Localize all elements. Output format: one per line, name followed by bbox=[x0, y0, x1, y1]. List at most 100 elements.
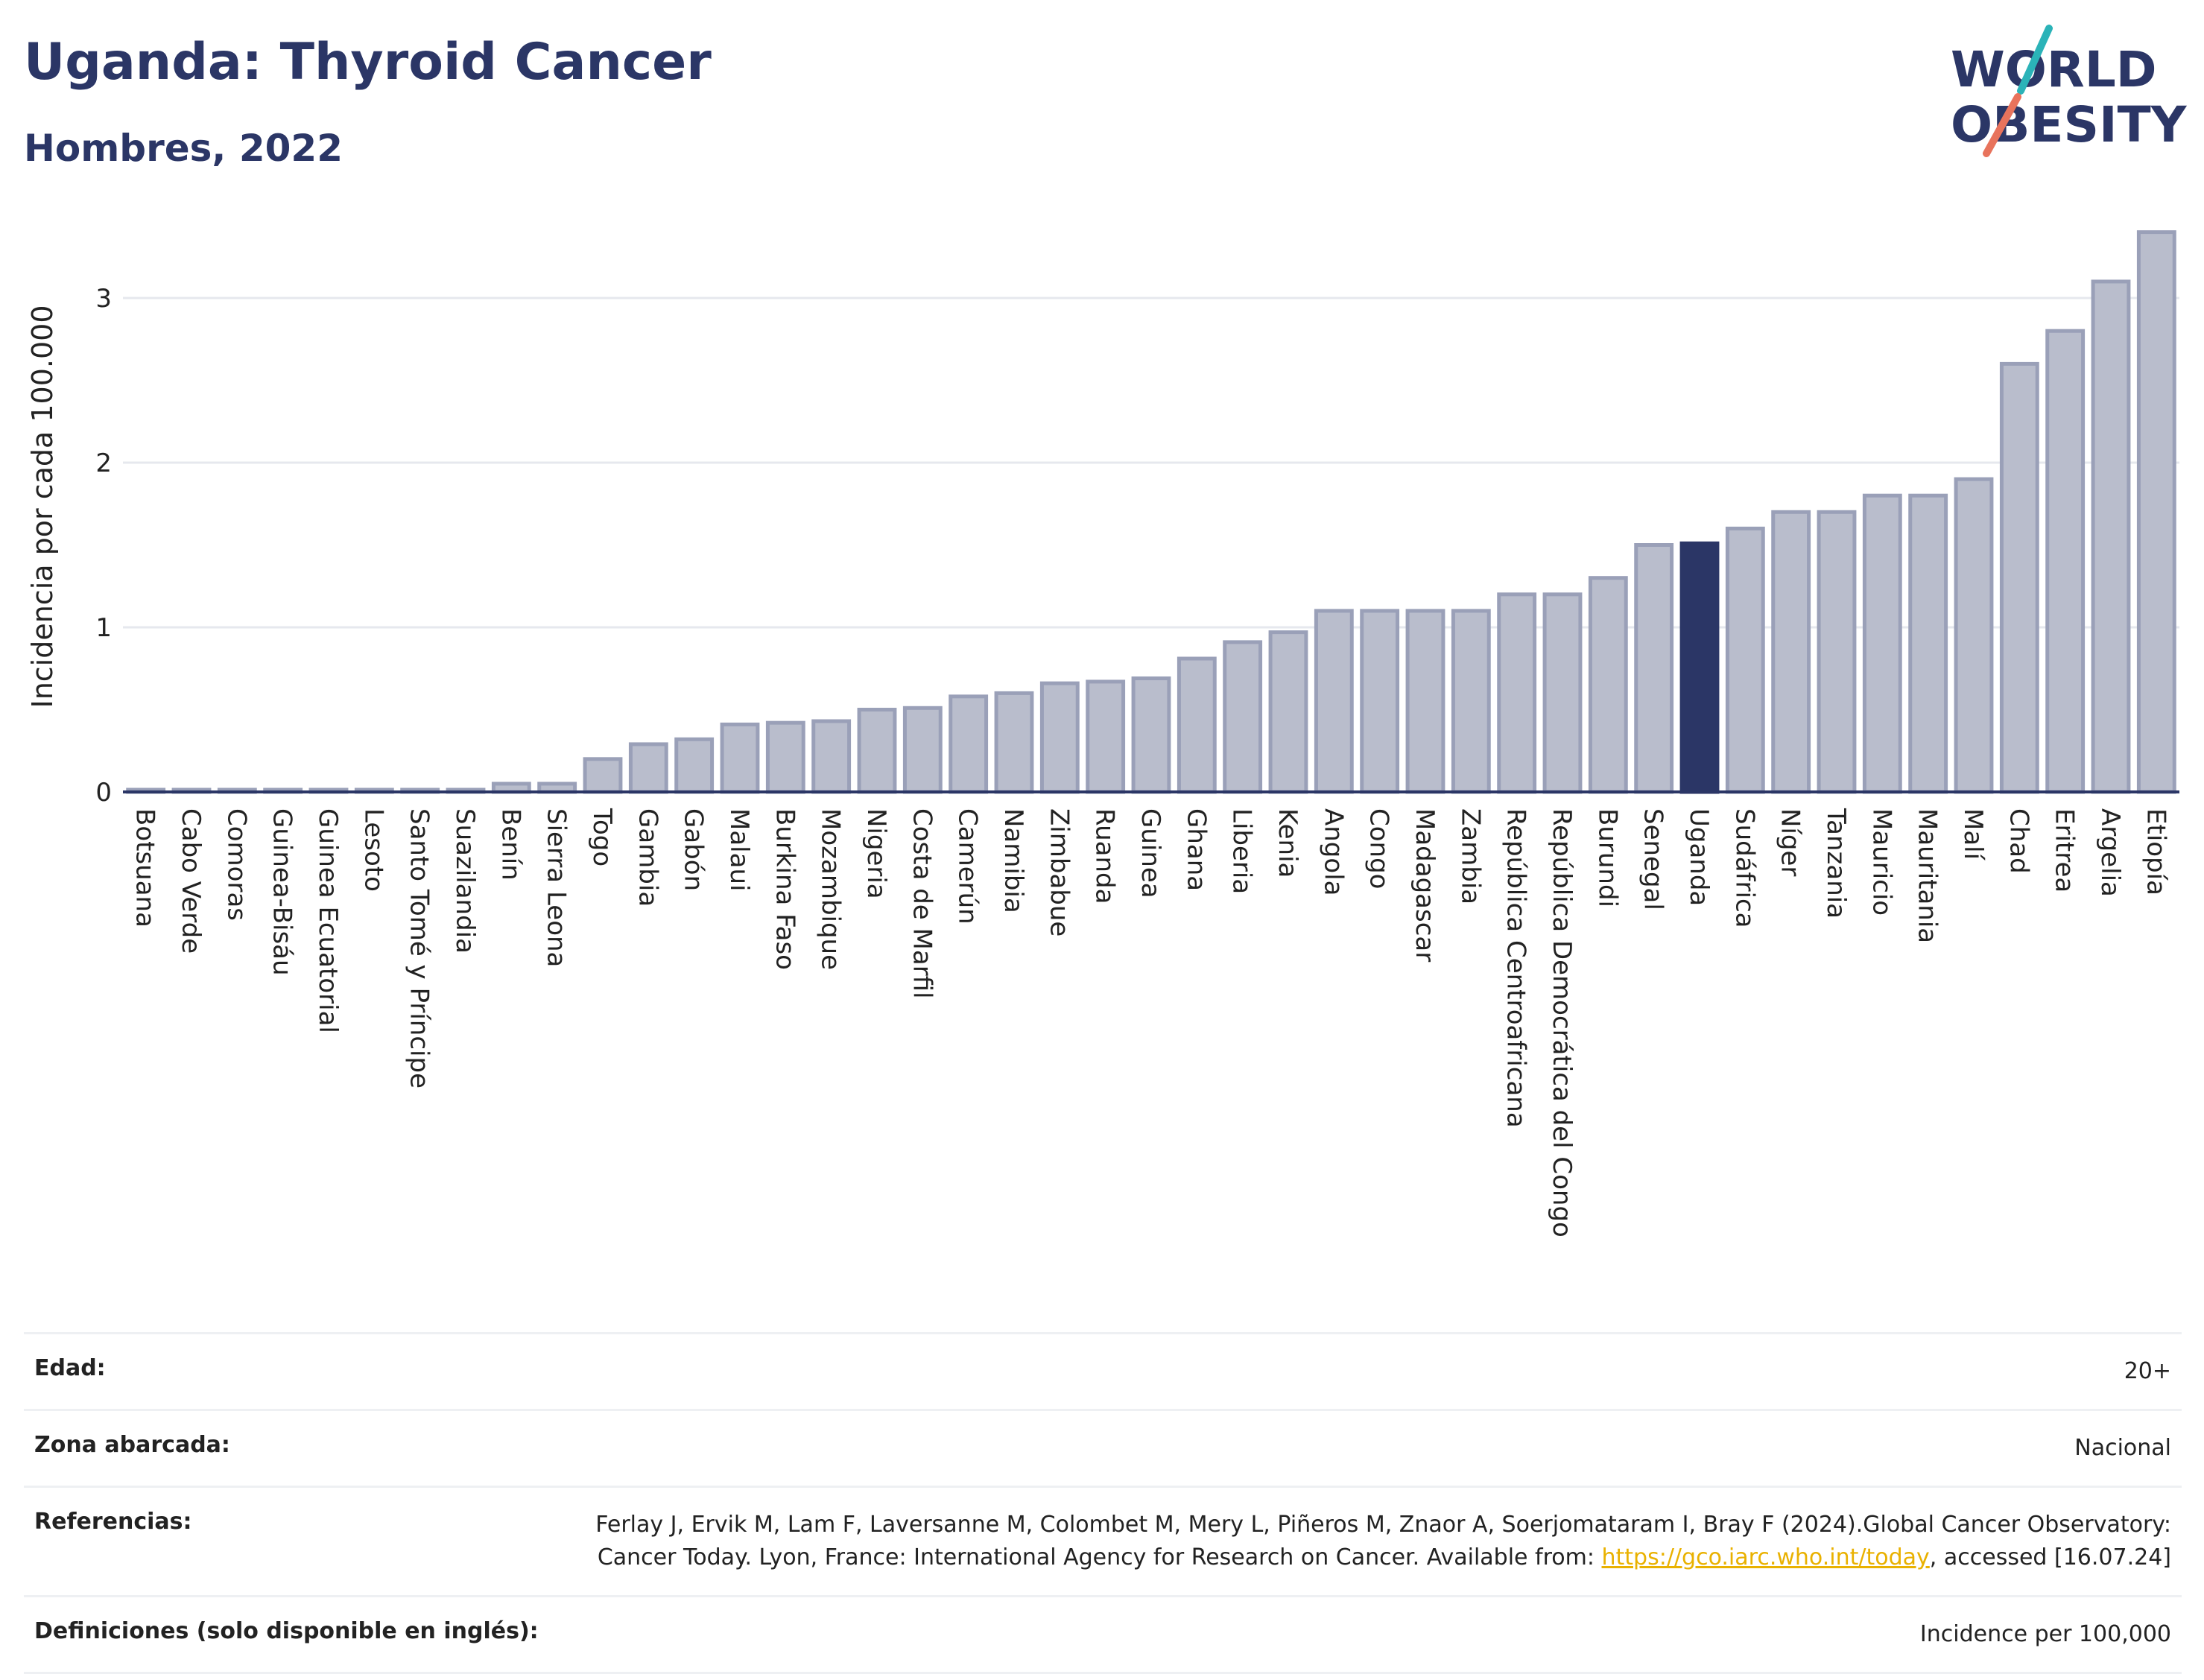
bar-nigeria bbox=[857, 708, 897, 794]
meta-label-definiciones: Definiciones (solo disponible en inglés)… bbox=[34, 1618, 539, 1644]
x-tick-label: Uganda bbox=[1684, 808, 1714, 906]
bar-sud-frica bbox=[1725, 526, 1765, 794]
x-tick-label: Guinea-Bisáu bbox=[267, 808, 297, 976]
y-tick-label: 3 bbox=[95, 284, 112, 314]
bar-mauricio bbox=[1862, 493, 1902, 794]
meta-label-zona: Zona abarcada: bbox=[34, 1432, 230, 1458]
x-tick-label: República Democrática del Congo bbox=[1547, 808, 1577, 1237]
bar-mozambique bbox=[811, 719, 852, 794]
bar-guinea bbox=[1131, 676, 1171, 794]
bar-rep-blica-centroafricana bbox=[1497, 592, 1537, 794]
x-tick-label: Guinea bbox=[1136, 808, 1165, 898]
x-tick-label: Togo bbox=[587, 808, 617, 866]
bar-namibia bbox=[994, 691, 1034, 794]
x-tick-label: Níger bbox=[1776, 808, 1805, 876]
x-tick-label: Zimbabue bbox=[1044, 808, 1074, 936]
x-tick-label: Gabón bbox=[679, 808, 709, 891]
chart-subtitle: Hombres, 2022 bbox=[24, 127, 343, 170]
y-tick-labels: 0 1 2 3 bbox=[95, 284, 112, 808]
bar-congo bbox=[1360, 609, 1400, 794]
x-tick-label: Mauritania bbox=[1913, 808, 1942, 943]
x-tick-label: Guinea Ecuatorial bbox=[313, 808, 343, 1033]
x-tick-label: Lesoto bbox=[358, 808, 388, 892]
bar-burkina-faso bbox=[765, 720, 805, 794]
bar-eritrea bbox=[2045, 329, 2086, 794]
bar-zambia bbox=[1451, 609, 1491, 794]
bars-layer bbox=[123, 230, 2179, 794]
x-tick-label: Etiopía bbox=[2141, 808, 2170, 896]
bar-costa-de-marfil bbox=[902, 706, 943, 794]
x-tick-label: Nigeria bbox=[861, 808, 891, 899]
bar-angola bbox=[1314, 609, 1354, 794]
bar-senegal bbox=[1634, 543, 1674, 794]
x-tick-label: Liberia bbox=[1227, 808, 1257, 894]
reference-tail: , accessed [16.07.24] bbox=[1929, 1544, 2171, 1570]
bar-gab-n bbox=[674, 737, 715, 794]
logo-slash-coral bbox=[1983, 93, 2021, 157]
bar-ghana bbox=[1177, 656, 1217, 794]
reference-text: Ferlay J, Ervik M, Lam F, Laversanne M, … bbox=[595, 1512, 2171, 1570]
bar-zimbabue bbox=[1039, 681, 1080, 794]
bar-liberia bbox=[1223, 640, 1263, 794]
bar-gambia bbox=[628, 742, 668, 794]
bar-chad bbox=[1999, 361, 2039, 794]
x-tick-label: Madagascar bbox=[1410, 808, 1440, 962]
x-tick-label: Mozambique bbox=[816, 808, 846, 970]
bar-n-ger bbox=[1771, 510, 1811, 794]
bar-ruanda bbox=[1086, 679, 1126, 794]
meta-row-zona: Zona abarcada: Nacional bbox=[24, 1411, 2182, 1488]
x-tick-label: Ghana bbox=[1181, 808, 1211, 891]
logo-line-2: OBESITY bbox=[1951, 96, 2188, 153]
x-tick-label: República Centroafricana bbox=[1501, 808, 1531, 1128]
x-tick-label: Argelia bbox=[2095, 808, 2125, 897]
x-tick-label: Zambia bbox=[1455, 808, 1485, 904]
bar-malaui bbox=[720, 722, 760, 794]
x-tick-label: Suazilandia bbox=[450, 808, 480, 954]
world-obesity-logo: WORLD OBESITY bbox=[1951, 25, 2188, 157]
meta-value-edad: 20+ bbox=[2124, 1358, 2171, 1384]
bar-madagascar bbox=[1405, 609, 1445, 794]
x-tick-label: Malaui bbox=[724, 808, 754, 891]
y-axis-label: Incidencia por cada 100.000 bbox=[26, 305, 59, 708]
bar-chart: Botsuana Cabo Verde Comoras Guinea-Bisáu Gui… bbox=[26, 230, 2179, 1237]
logo-slash-teal bbox=[2017, 25, 2053, 95]
x-tick-label: Mauricio bbox=[1866, 808, 1896, 916]
bar-camer-n bbox=[949, 694, 989, 794]
x-tick-label: Comoras bbox=[221, 808, 251, 921]
x-tick-label: Angola bbox=[1318, 808, 1348, 896]
x-tick-label: Namibia bbox=[998, 808, 1028, 913]
x-tick-label: Malí bbox=[1958, 808, 1988, 861]
bar-mauritania bbox=[1908, 493, 1948, 794]
bar-togo bbox=[583, 757, 623, 794]
y-tick-label: 0 bbox=[95, 778, 112, 808]
meta-row-referencias: Referencias: Ferlay J, Ervik M, Lam F, L… bbox=[24, 1488, 2182, 1597]
bar-argelia bbox=[2091, 279, 2131, 794]
bar-etiop-a bbox=[2136, 230, 2176, 794]
meta-value-definiciones: Incidence per 100,000 bbox=[1919, 1621, 2171, 1647]
bar-rep-blica-democr-tica-del-congo bbox=[1542, 592, 1583, 794]
bar-mal- bbox=[1954, 477, 1994, 794]
bar-kenia bbox=[1268, 630, 1308, 794]
x-tick-label: Kenia bbox=[1273, 808, 1302, 878]
x-tick-label: Burundi bbox=[1592, 808, 1622, 907]
meta-value-referencias: Ferlay J, Ervik M, Lam F, Laversanne M, … bbox=[569, 1509, 2171, 1574]
meta-value-zona: Nacional bbox=[2074, 1435, 2171, 1461]
logo-line-1: WORLD bbox=[1951, 41, 2157, 98]
x-tick-label: Tanzania bbox=[1821, 808, 1851, 919]
metadata-table: Edad: 20+ Zona abarcada: Nacional Refere… bbox=[24, 1332, 2182, 1674]
y-tick-label: 1 bbox=[95, 613, 112, 643]
reference-link[interactable]: https://gco.iarc.who.int/today bbox=[1601, 1544, 1930, 1570]
bar-tanzania bbox=[1817, 510, 1857, 794]
x-tick-label: Botsuana bbox=[130, 808, 160, 928]
x-tick-label: Benín bbox=[495, 808, 525, 881]
meta-label-referencias: Referencias: bbox=[34, 1509, 192, 1535]
bar-uganda bbox=[1679, 541, 1720, 794]
x-tick-label: Chad bbox=[2004, 808, 2033, 874]
x-tick-label: Sierra Leona bbox=[542, 808, 571, 967]
chart-title: Uganda: Thyroid Cancer bbox=[24, 33, 712, 92]
x-tick-label: Senegal bbox=[1638, 808, 1668, 910]
meta-row-definiciones: Definiciones (solo disponible en inglés)… bbox=[24, 1597, 2182, 1674]
x-tick-label: Camerún bbox=[953, 808, 983, 925]
x-tick-labels: Botsuana Cabo Verde Comoras Guinea-Bisáu Gui… bbox=[130, 808, 2171, 1237]
x-tick-label: Ruanda bbox=[1090, 808, 1120, 904]
